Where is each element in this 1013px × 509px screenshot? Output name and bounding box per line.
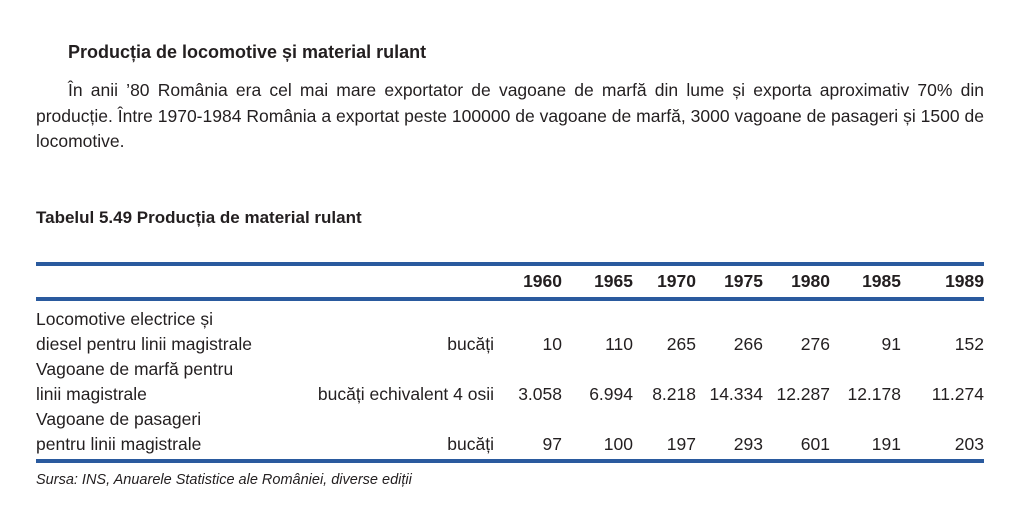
table-cell: 266: [733, 334, 763, 354]
table-title: Tabelul 5.49 Producția de material rulan…: [36, 208, 362, 227]
table-body: Locomotive electrice și diesel pentru li…: [36, 299, 984, 461]
row-label: Vagoane de marfă pentru linii magistrale: [36, 357, 298, 407]
table-cell: 12.287: [776, 384, 830, 404]
row-unit: bucăți echivalent 4 osii: [317, 384, 494, 404]
data-table: 1960 1965 1970 1975 1980 1985 1989 Locom…: [36, 262, 984, 463]
table-cell: 293: [733, 434, 763, 454]
table-cell: 91: [881, 334, 901, 354]
row-unit: bucăți: [447, 334, 494, 354]
row-label-line: Locomotive electrice și: [36, 309, 214, 329]
year-header: 1975: [724, 271, 763, 291]
table-cell: 10: [542, 334, 562, 354]
table-cell: 8.218: [652, 384, 696, 404]
row-unit: bucăți: [447, 434, 494, 454]
table-cell: 110: [605, 334, 633, 354]
table-cell: 3.058: [518, 384, 562, 404]
body-paragraph: În anii ’80 România era cel mai mare exp…: [36, 80, 984, 151]
header-row: 1960 1965 1970 1975 1980 1985 1989: [36, 264, 984, 299]
table-cell: 6.994: [589, 384, 633, 404]
table-cell: 11.274: [931, 384, 984, 404]
row-label-line: diesel pentru linii magistrale: [36, 334, 252, 354]
source-note: Sursa: INS, Anuarele Statistice ale Româ…: [36, 472, 412, 488]
table-header: 1960 1965 1970 1975 1980 1985 1989: [36, 264, 984, 299]
year-header: 1970: [657, 271, 696, 291]
table-cell: 152: [954, 334, 984, 354]
year-header: 1989: [945, 271, 984, 291]
section-title: Producția de locomotive și material rula…: [68, 42, 427, 62]
table-cell: 97: [542, 434, 562, 454]
year-header: 1985: [862, 271, 901, 291]
table-cell: 197: [666, 434, 696, 454]
table-row: Vagoane de marfă pentru linii magistrale…: [36, 357, 984, 407]
year-header: 1965: [594, 271, 633, 291]
table-cell: 601: [800, 434, 830, 454]
table-row: Vagoane de pasageri pentru linii magistr…: [36, 407, 984, 461]
table-cell: 14.334: [709, 384, 763, 404]
year-header: 1960: [523, 271, 562, 291]
row-label-line: Vagoane de pasageri: [36, 409, 202, 429]
row-label: Vagoane de pasageri pentru linii magistr…: [36, 407, 298, 461]
row-label-line: pentru linii magistrale: [36, 434, 202, 454]
table-cell: 276: [800, 334, 830, 354]
row-label-line: Vagoane de marfă pentru: [36, 359, 234, 379]
header-label-cell: [36, 264, 298, 299]
table-cell: 191: [871, 434, 901, 454]
table-cell: 12.178: [847, 384, 901, 404]
row-label: Locomotive electrice și diesel pentru li…: [36, 299, 298, 357]
table-cell: 203: [954, 434, 984, 454]
table-cell: 265: [666, 334, 696, 354]
year-header: 1980: [791, 271, 830, 291]
table-cell: 100: [603, 434, 633, 454]
header-unit-cell: [298, 264, 494, 299]
table-row: Locomotive electrice și diesel pentru li…: [36, 299, 984, 357]
row-label-line: linii magistrale: [36, 384, 147, 404]
